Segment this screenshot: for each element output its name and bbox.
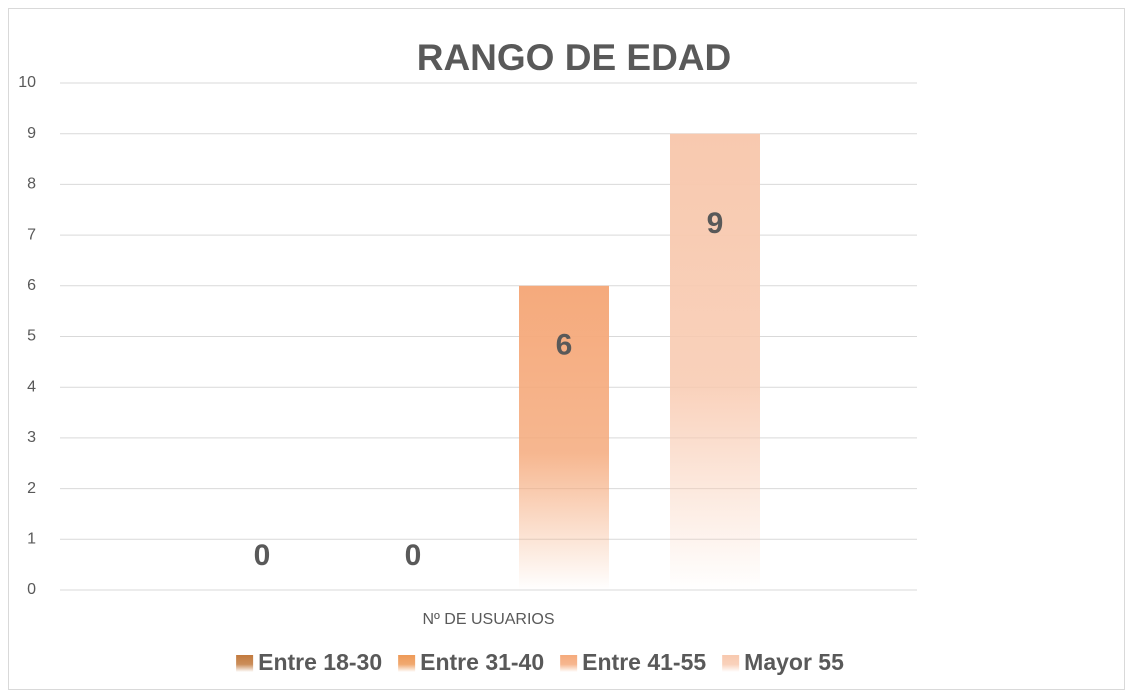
legend-label: Entre 41-55 (582, 649, 706, 675)
y-tick-label: 4 (27, 378, 36, 395)
legend: Entre 18-30 Entre 31-40 Entre 41-55 Mayor 5… (236, 649, 844, 675)
y-tick-label: 10 (18, 74, 36, 91)
y-tick-label: 3 (27, 429, 36, 446)
legend-label: Mayor 55 (744, 649, 844, 675)
y-tick-label: 2 (27, 480, 36, 497)
y-tick-label: 6 (27, 277, 36, 294)
y-tick-label: 7 (27, 226, 36, 243)
legend-swatch (236, 655, 254, 672)
legend-label: Entre 31-40 (420, 649, 544, 675)
y-tick-label: 9 (27, 125, 36, 142)
data-label: 0 (405, 539, 422, 572)
bar (670, 133, 760, 590)
legend-swatch (722, 655, 740, 672)
y-tick-label: 0 (27, 581, 36, 598)
data-label: 0 (254, 539, 271, 572)
legend-swatch (398, 655, 416, 672)
y-tick-label: 8 (27, 176, 36, 193)
y-tick-label: 5 (27, 328, 36, 345)
bar (519, 285, 609, 590)
data-label: 9 (707, 207, 724, 240)
y-tick-label: 1 (27, 531, 36, 548)
legend-label: Entre 18-30 (258, 649, 382, 675)
x-tick-label: Nº DE USUARIOS (422, 611, 554, 628)
chart-title: RANGO DE EDAD (417, 37, 732, 78)
legend-swatch (560, 655, 578, 672)
data-label: 6 (556, 329, 573, 362)
